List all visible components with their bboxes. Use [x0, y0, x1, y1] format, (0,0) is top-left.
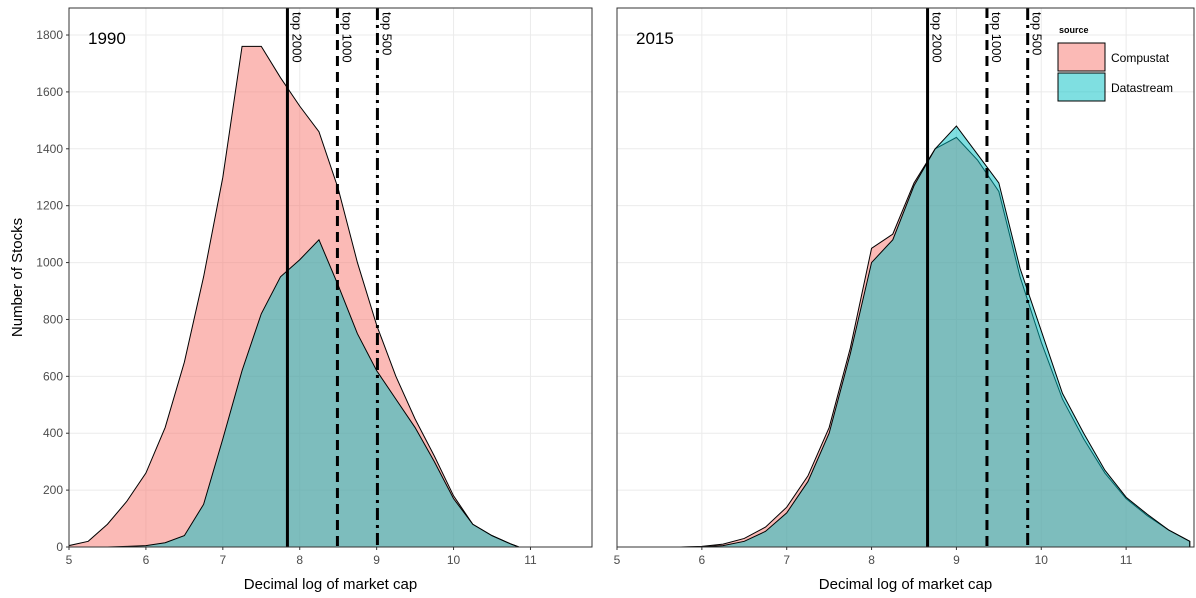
x-tick-label: 5 — [66, 553, 73, 567]
legend-label: Compustat — [1111, 51, 1170, 65]
y-tick-label: 800 — [43, 312, 63, 326]
y-tick-label: 1600 — [36, 85, 63, 99]
threshold-label: top 2000 — [289, 12, 304, 63]
panel-border — [616, 7, 1195, 548]
density-area — [69, 238, 520, 548]
x-tick-label: 8 — [868, 553, 875, 567]
density-area — [680, 125, 1191, 548]
x-tick-label: 10 — [447, 553, 461, 567]
panel-border — [68, 7, 593, 548]
x-tick-label: 11 — [524, 553, 537, 567]
y-tick-label: 1200 — [36, 199, 63, 213]
x-tick-label: 10 — [1035, 553, 1049, 567]
legend-title: source — [1059, 25, 1089, 35]
y-tick-label: 1400 — [36, 142, 63, 156]
y-tick-label: 1000 — [36, 256, 63, 270]
x-tick-label: 9 — [953, 553, 960, 567]
y-tick-label: 600 — [43, 369, 63, 383]
x-tick-label: 7 — [783, 553, 790, 567]
y-tick-label: 0 — [56, 540, 63, 554]
legend-key — [1057, 42, 1106, 72]
y-tick-label: 200 — [43, 483, 63, 497]
x-tick-label: 11 — [1120, 553, 1133, 567]
panel-label: 2015 — [636, 29, 674, 48]
threshold-label: top 500 — [379, 12, 394, 55]
x-tick-label: 7 — [219, 553, 226, 567]
x-tick-label: 9 — [373, 553, 380, 567]
x-tick-label: 6 — [143, 553, 150, 567]
threshold-label: top 500 — [1030, 12, 1045, 55]
x-tick-label: 8 — [296, 553, 303, 567]
y-tick-label: 400 — [43, 426, 63, 440]
threshold-label: top 1000 — [989, 12, 1004, 63]
x-axis-title: Decimal log of market cap — [819, 576, 992, 593]
panel-label: 1990 — [88, 29, 126, 48]
y-axis-title: Number of Stocks — [9, 218, 26, 337]
threshold-label: top 2000 — [930, 12, 945, 63]
threshold-label: top 1000 — [339, 12, 354, 63]
x-tick-label: 6 — [699, 553, 706, 567]
y-tick-label: 1800 — [36, 28, 63, 42]
legend-key — [1057, 72, 1106, 102]
x-axis-title: Decimal log of market cap — [244, 576, 417, 593]
x-tick-label: 5 — [614, 553, 621, 567]
legend-label: Datastream — [1111, 81, 1173, 95]
